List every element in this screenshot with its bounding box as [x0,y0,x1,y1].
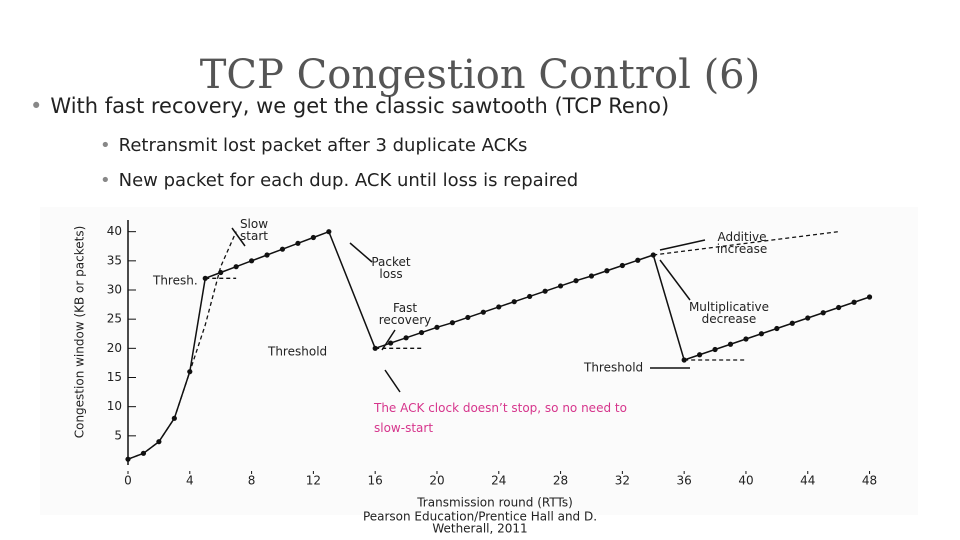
data-point [511,299,517,305]
annotation-arrow [659,259,691,301]
sub-bullet: Retransmit lost packet after 3 duplicate… [100,135,528,156]
data-point [820,310,826,316]
data-point [557,283,564,289]
y-axis-label: Congestion window (KB or packets) [73,226,87,439]
x-tick-label: 36 [677,474,692,488]
data-point [480,309,486,315]
data-point [743,336,749,342]
data-point [712,346,718,353]
data-point [248,258,255,264]
footer-text: Wetherall, 2011 [432,522,527,536]
y-tick-label: 35 [107,253,122,267]
annotation: Slow start [240,217,268,243]
data-point [542,288,548,294]
chart-panel [40,207,918,515]
data-point [836,304,842,311]
data-point [805,315,811,321]
annotation-arrow [231,227,246,247]
data-point [635,257,641,263]
annotation: Fast recovery [379,301,432,327]
x-tick-label: 32 [615,474,630,488]
annotation: Additive increase [717,230,768,256]
y-tick-label: 25 [107,312,122,326]
footer-text: Pearson Education/Prentice Hall and D. [363,510,597,524]
data-point [774,325,780,332]
data-point [588,273,595,279]
data-point [264,252,270,258]
data-point [434,324,440,330]
y-tick-label: 30 [107,283,122,297]
x-tick-label: 44 [800,474,815,488]
data-point [403,335,409,341]
annotation-arrow [384,369,401,393]
x-axis-label: Transmission round (RTTs) [416,496,573,510]
y-tick-label: 10 [107,399,122,413]
data-point [233,264,239,270]
x-tick-label: 20 [429,474,444,488]
data-point [449,320,456,326]
annotation: The ACK clock doesn’t stop, so no need t… [373,401,627,435]
x-tick-label: 28 [553,474,568,488]
x-tick-label: 8 [248,474,256,488]
y-tick-label: 20 [107,341,122,355]
series-line [127,230,870,460]
y-tick-label: 15 [107,370,122,384]
data-point [388,340,394,346]
series-line [127,231,839,460]
slide-title: TCP Congestion Control (6) [199,52,761,98]
y-tick-label: 40 [107,224,122,238]
x-tick-label: 4 [186,474,194,488]
data-point [218,269,224,276]
data-point [279,246,286,252]
data-point [866,294,873,300]
data-point [758,331,765,337]
x-tick-label: 24 [491,474,506,488]
annotation-arrow [349,242,373,263]
annotation: Threshold [583,361,643,375]
data-point [619,262,625,269]
annotation-arrow [659,239,706,251]
data-point [604,268,610,274]
data-point [310,234,316,241]
annotation: Thresh. [152,274,198,288]
annotation: Packet loss [371,255,411,281]
x-tick-label: 0 [124,474,132,488]
data-point [697,352,703,358]
annotation: Multiplicative decrease [689,300,769,326]
x-tick-label: 12 [306,474,321,488]
annotation: Threshold [267,345,327,359]
data-point [727,341,734,347]
data-point [125,456,131,462]
y-tick-label: 5 [114,428,122,442]
data-point [527,293,533,300]
sub-bullet: New packet for each dup. ACK until loss … [100,170,579,191]
data-point [851,299,857,305]
bullet: With fast recovery, we get the classic s… [30,94,669,118]
x-tick-label: 48 [862,474,877,488]
x-tick-label: 40 [738,474,753,488]
data-point [465,314,471,321]
annotation-arrow [381,329,396,351]
data-point [326,229,332,235]
data-point [496,304,502,310]
data-point [295,240,301,246]
data-point [789,320,795,326]
data-point [418,329,425,336]
x-tick-label: 16 [368,474,383,488]
data-point [573,278,579,284]
